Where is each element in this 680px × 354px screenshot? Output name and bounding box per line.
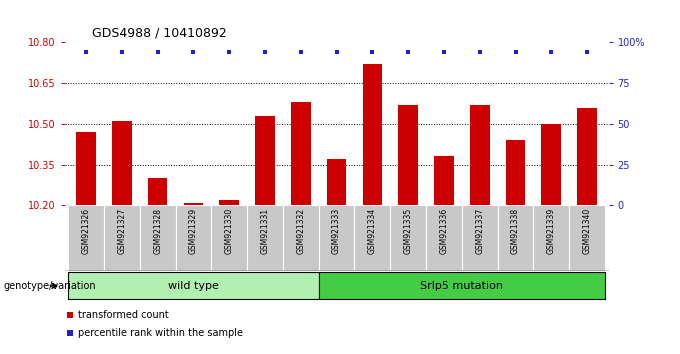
Bar [362,64,382,205]
Bar [533,205,569,271]
Bar [184,202,203,205]
Text: GSM921336: GSM921336 [439,208,449,254]
Text: GSM921326: GSM921326 [82,208,90,254]
Bar [140,205,175,271]
Text: GSM921334: GSM921334 [368,208,377,254]
Bar [112,121,132,205]
Text: GSM921340: GSM921340 [583,208,592,254]
Bar [577,108,597,205]
Text: GDS4988 / 10410892: GDS4988 / 10410892 [92,27,226,40]
Bar [220,200,239,205]
Bar [319,205,354,271]
Text: percentile rank within the sample: percentile rank within the sample [78,328,243,338]
Bar [319,272,605,299]
Text: GSM921335: GSM921335 [404,208,413,254]
Bar [148,178,167,205]
Bar [434,156,454,205]
Text: GSM921337: GSM921337 [475,208,484,254]
Bar [390,205,426,271]
Text: GSM921328: GSM921328 [153,208,162,254]
Text: transformed count: transformed count [78,310,169,320]
Text: GSM921327: GSM921327 [118,208,126,254]
Bar [247,205,283,271]
Text: Srlp5 mutation: Srlp5 mutation [420,281,503,291]
Bar [68,272,319,299]
Text: GSM921329: GSM921329 [189,208,198,254]
Bar [569,205,605,271]
Bar [291,102,311,205]
Bar [283,205,319,271]
Text: genotype/variation: genotype/variation [3,281,96,291]
Bar [354,205,390,271]
Bar [398,105,418,205]
Text: GSM921333: GSM921333 [332,208,341,254]
Text: GSM921332: GSM921332 [296,208,305,254]
Bar [506,140,526,205]
Bar [498,205,533,271]
Text: GSM921338: GSM921338 [511,208,520,254]
Bar [255,116,275,205]
Bar [541,124,561,205]
Bar [462,205,498,271]
Bar [76,132,96,205]
Bar [470,105,490,205]
Text: GSM921331: GSM921331 [260,208,269,254]
Bar [68,205,104,271]
Bar [175,205,211,271]
Bar [426,205,462,271]
Bar [211,205,247,271]
Bar [327,159,346,205]
Text: GSM921339: GSM921339 [547,208,556,254]
Text: wild type: wild type [168,281,219,291]
Bar [104,205,140,271]
Text: GSM921330: GSM921330 [224,208,234,254]
